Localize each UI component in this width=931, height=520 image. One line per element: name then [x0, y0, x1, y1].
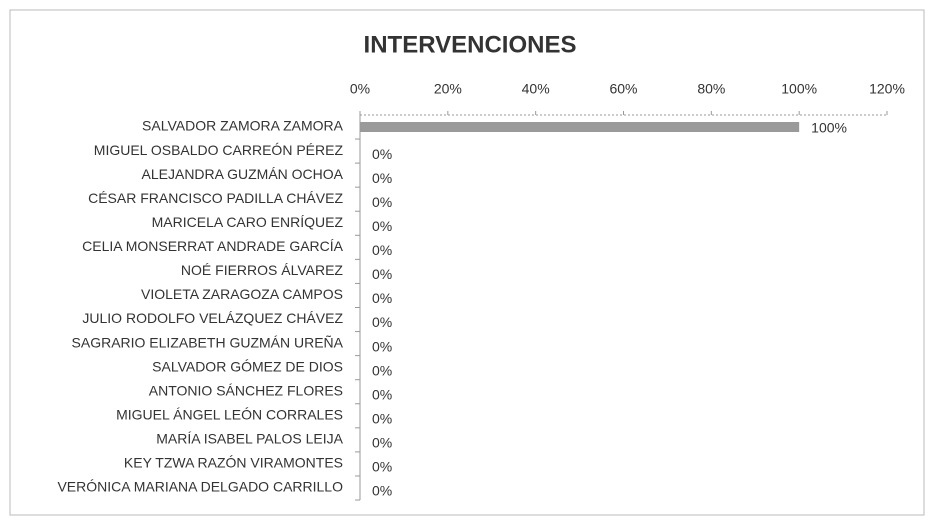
- y-tick-label: ALEJANDRA GUZMÁN OCHOA: [142, 166, 344, 182]
- value-label: 0%: [372, 362, 392, 378]
- chart-frame: [9, 9, 925, 516]
- x-tick-label: 80%: [697, 81, 725, 97]
- value-label: 0%: [372, 435, 392, 451]
- y-tick-label: JULIO RODOLFO VELÁZQUEZ CHÁVEZ: [82, 310, 343, 326]
- y-tick-label: MIGUEL ÁNGEL LEÓN CORRALES: [116, 407, 343, 423]
- x-tick-label: 100%: [781, 81, 817, 97]
- y-tick-label: MARÍA ISABEL PALOS LEIJA: [156, 431, 343, 447]
- value-label: 0%: [372, 242, 392, 258]
- x-tick-label: 0%: [350, 81, 370, 97]
- value-label: 0%: [372, 483, 392, 499]
- value-label: 0%: [372, 194, 392, 210]
- value-label: 0%: [372, 459, 392, 475]
- value-label: 0%: [372, 386, 392, 402]
- y-tick-label: CÉSAR FRANCISCO PADILLA CHÁVEZ: [88, 190, 343, 206]
- y-tick-label: MARICELA CARO ENRÍQUEZ: [152, 214, 344, 230]
- y-tick-label: MIGUEL OSBALDO CARREÓN PÉREZ: [94, 142, 344, 158]
- y-tick-label: VERÓNICA MARIANA DELGADO CARRILLO: [57, 479, 343, 495]
- bar: [360, 122, 800, 132]
- y-tick-label: SAGRARIO ELIZABETH GUZMÁN UREÑA: [72, 334, 344, 350]
- y-tick-label: NOÉ FIERROS ÁLVAREZ: [181, 262, 344, 278]
- value-label: 0%: [372, 290, 392, 306]
- x-tick-label: 20%: [434, 81, 462, 97]
- value-label: 0%: [372, 314, 392, 330]
- y-tick-label: VIOLETA ZARAGOZA CAMPOS: [141, 286, 343, 302]
- y-tick-label: SALVADOR GÓMEZ DE DIOS: [152, 358, 343, 374]
- chart-title: INTERVENCIONES: [364, 31, 577, 58]
- y-tick-label: SALVADOR ZAMORA ZAMORA: [142, 118, 344, 134]
- value-label: 100%: [811, 120, 847, 136]
- y-tick-label: CELIA MONSERRAT ANDRADE GARCÍA: [82, 238, 344, 254]
- value-label: 0%: [372, 411, 392, 427]
- value-label: 0%: [372, 338, 392, 354]
- y-tick-label: KEY TZWA RAZÓN VIRAMONTES: [124, 455, 343, 471]
- value-label: 0%: [372, 170, 392, 186]
- value-label: 0%: [372, 146, 392, 162]
- value-label: 0%: [372, 266, 392, 282]
- x-tick-label: 40%: [522, 81, 550, 97]
- x-tick-label: 60%: [609, 81, 637, 97]
- x-tick-label: 120%: [869, 81, 905, 97]
- y-tick-label: ANTONIO SÁNCHEZ FLORES: [149, 382, 343, 398]
- value-label: 0%: [372, 218, 392, 234]
